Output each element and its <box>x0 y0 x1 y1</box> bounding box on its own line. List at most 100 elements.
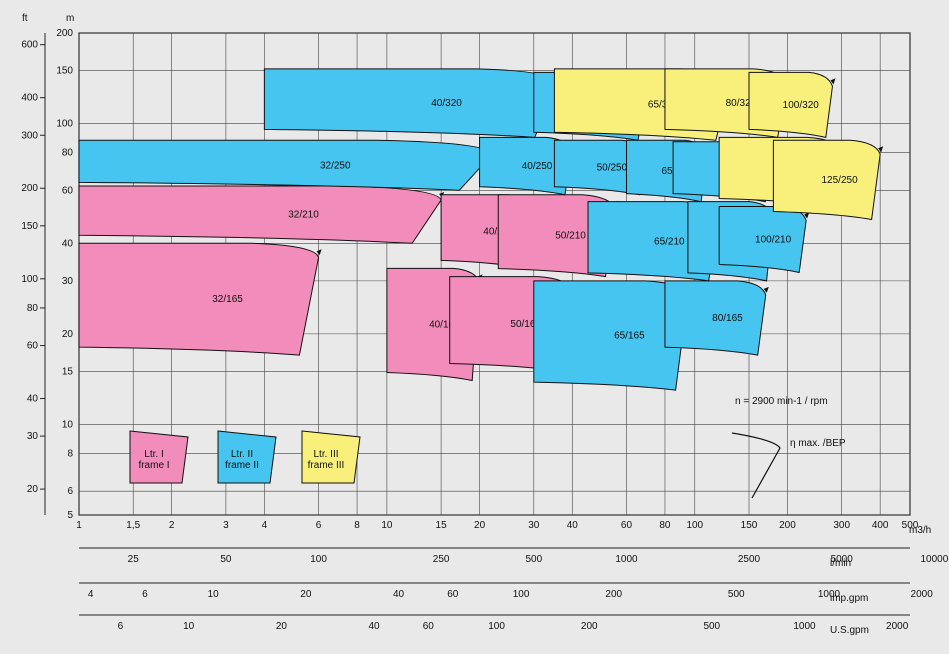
y-tick-label-m: 6 <box>67 486 73 497</box>
region-label: 32/210 <box>288 210 319 221</box>
secondary-tick-label: 100 <box>513 589 530 600</box>
region-50-210 <box>497 194 616 278</box>
region-label: 65/165 <box>614 331 645 342</box>
y-tick-label-m: 150 <box>56 66 73 77</box>
x-tick-label: 1,5 <box>126 520 140 531</box>
region-32-165 <box>78 242 320 356</box>
secondary-tick-label: 10 <box>208 589 220 600</box>
x-tick-label: 400 <box>872 520 889 531</box>
region-label: 100/210 <box>755 234 792 245</box>
y-tick-label-m: 10 <box>62 419 74 430</box>
x-tick-label: 80 <box>659 520 671 531</box>
y-tick-label-ft: 600 <box>21 40 38 51</box>
secondary-tick-label: 200 <box>605 589 622 600</box>
x-tick-label: 10 <box>381 520 393 531</box>
secondary-axis-unit: imp.gpm <box>830 593 868 604</box>
x-tick-label: 60 <box>621 520 633 531</box>
region-label: 32/165 <box>212 294 243 305</box>
y-unit-ft: ft <box>22 13 28 24</box>
y-tick-label-m: 15 <box>62 366 74 377</box>
secondary-tick-label: 40 <box>393 589 405 600</box>
y-tick-label-ft: 300 <box>21 130 38 141</box>
x-tick-label: 30 <box>528 520 540 531</box>
x-tick-label: 40 <box>567 520 579 531</box>
secondary-tick-label: 100 <box>310 554 327 565</box>
secondary-tick-label: 40 <box>369 621 381 632</box>
legend-label: Ltr. I <box>144 449 163 460</box>
region-label: 80/320 <box>726 98 757 109</box>
region-label: 40/165 <box>429 319 460 330</box>
x-tick-label: 6 <box>316 520 322 531</box>
secondary-tick-label: 20 <box>276 621 288 632</box>
bep-marker <box>804 212 810 219</box>
region-label: 65/320 <box>648 100 679 111</box>
x-tick-label: 20 <box>474 520 486 531</box>
x-tick-label: 3 <box>223 520 229 531</box>
x-tick-label: 300 <box>833 520 850 531</box>
y-tick-label-m: 5 <box>67 510 73 521</box>
bep-marker <box>763 286 769 293</box>
secondary-tick-label: 1000 <box>615 554 638 565</box>
y-tick-label-m: 100 <box>56 119 73 130</box>
region-label: 65/210 <box>654 236 685 247</box>
x-tick-label: 4 <box>262 520 268 531</box>
secondary-tick-label: 500 <box>525 554 542 565</box>
secondary-tick-label: 2000 <box>911 589 934 600</box>
region-label: 80/165 <box>712 313 743 324</box>
region-32-210 <box>78 185 442 244</box>
region-32-250 <box>78 139 493 191</box>
x-unit: m3/h <box>909 525 931 536</box>
y-tick-label-m: 60 <box>62 185 74 196</box>
x-tick-label: 15 <box>436 520 448 531</box>
secondary-tick-label: 500 <box>728 589 745 600</box>
region-label: 40/320 <box>431 98 462 109</box>
secondary-tick-label: 5000 <box>831 554 854 565</box>
y-tick-label-ft: 30 <box>27 431 39 442</box>
legend-label: Ltr. III <box>313 449 338 460</box>
region-label: 50/250 <box>597 163 628 174</box>
y-unit-m: m <box>66 13 74 24</box>
y-tick-label-m: 20 <box>62 329 74 340</box>
y-tick-label-m: 8 <box>67 449 73 460</box>
x-tick-label: 1 <box>76 520 82 531</box>
x-tick-label: 500 <box>902 520 919 531</box>
secondary-tick-label: 25 <box>128 554 140 565</box>
secondary-axis-unit: l/min <box>830 558 851 569</box>
y-tick-label-m: 40 <box>62 238 74 249</box>
y-tick-label-ft: 60 <box>27 341 39 352</box>
efficiency-curve-icon <box>731 432 781 499</box>
region-label: 100/320 <box>783 100 820 111</box>
secondary-tick-label: 2500 <box>738 554 761 565</box>
y-tick-label-ft: 80 <box>27 303 39 314</box>
secondary-tick-label: 50 <box>220 554 232 565</box>
secondary-axis-unit: U.S.gpm <box>830 625 869 636</box>
secondary-tick-label: 60 <box>447 589 459 600</box>
secondary-tick-label: 6 <box>142 589 148 600</box>
secondary-tick-label: 4 <box>88 589 94 600</box>
secondary-tick-label: 1000 <box>818 589 841 600</box>
legend-label: frame III <box>308 460 345 471</box>
secondary-tick-label: 10 <box>183 621 195 632</box>
y-tick-label-ft: 200 <box>21 183 38 194</box>
legend-label: frame II <box>225 460 259 471</box>
legend-label: Ltr. II <box>231 449 253 460</box>
y-tick-label-ft: 150 <box>21 221 38 232</box>
y-tick-label-m: 200 <box>56 28 73 39</box>
region-40-250 <box>479 136 573 196</box>
region-label: 125/250 <box>822 175 859 186</box>
region-label: 50/165 <box>510 319 541 330</box>
x-tick-label: 2 <box>169 520 175 531</box>
secondary-tick-label: 2000 <box>886 621 909 632</box>
x-tick-label: 150 <box>741 520 758 531</box>
secondary-tick-label: 60 <box>423 621 435 632</box>
bep-marker <box>316 249 322 256</box>
y-tick-label-ft: 20 <box>27 484 39 495</box>
y-tick-label-ft: 100 <box>21 274 38 285</box>
region-label: 32/250 <box>320 160 351 171</box>
x-tick-label: 200 <box>779 520 796 531</box>
x-tick-label: 100 <box>686 520 703 531</box>
region-40-320 <box>263 68 559 138</box>
secondary-tick-label: 6 <box>118 621 124 632</box>
region-100-320 <box>748 71 833 138</box>
